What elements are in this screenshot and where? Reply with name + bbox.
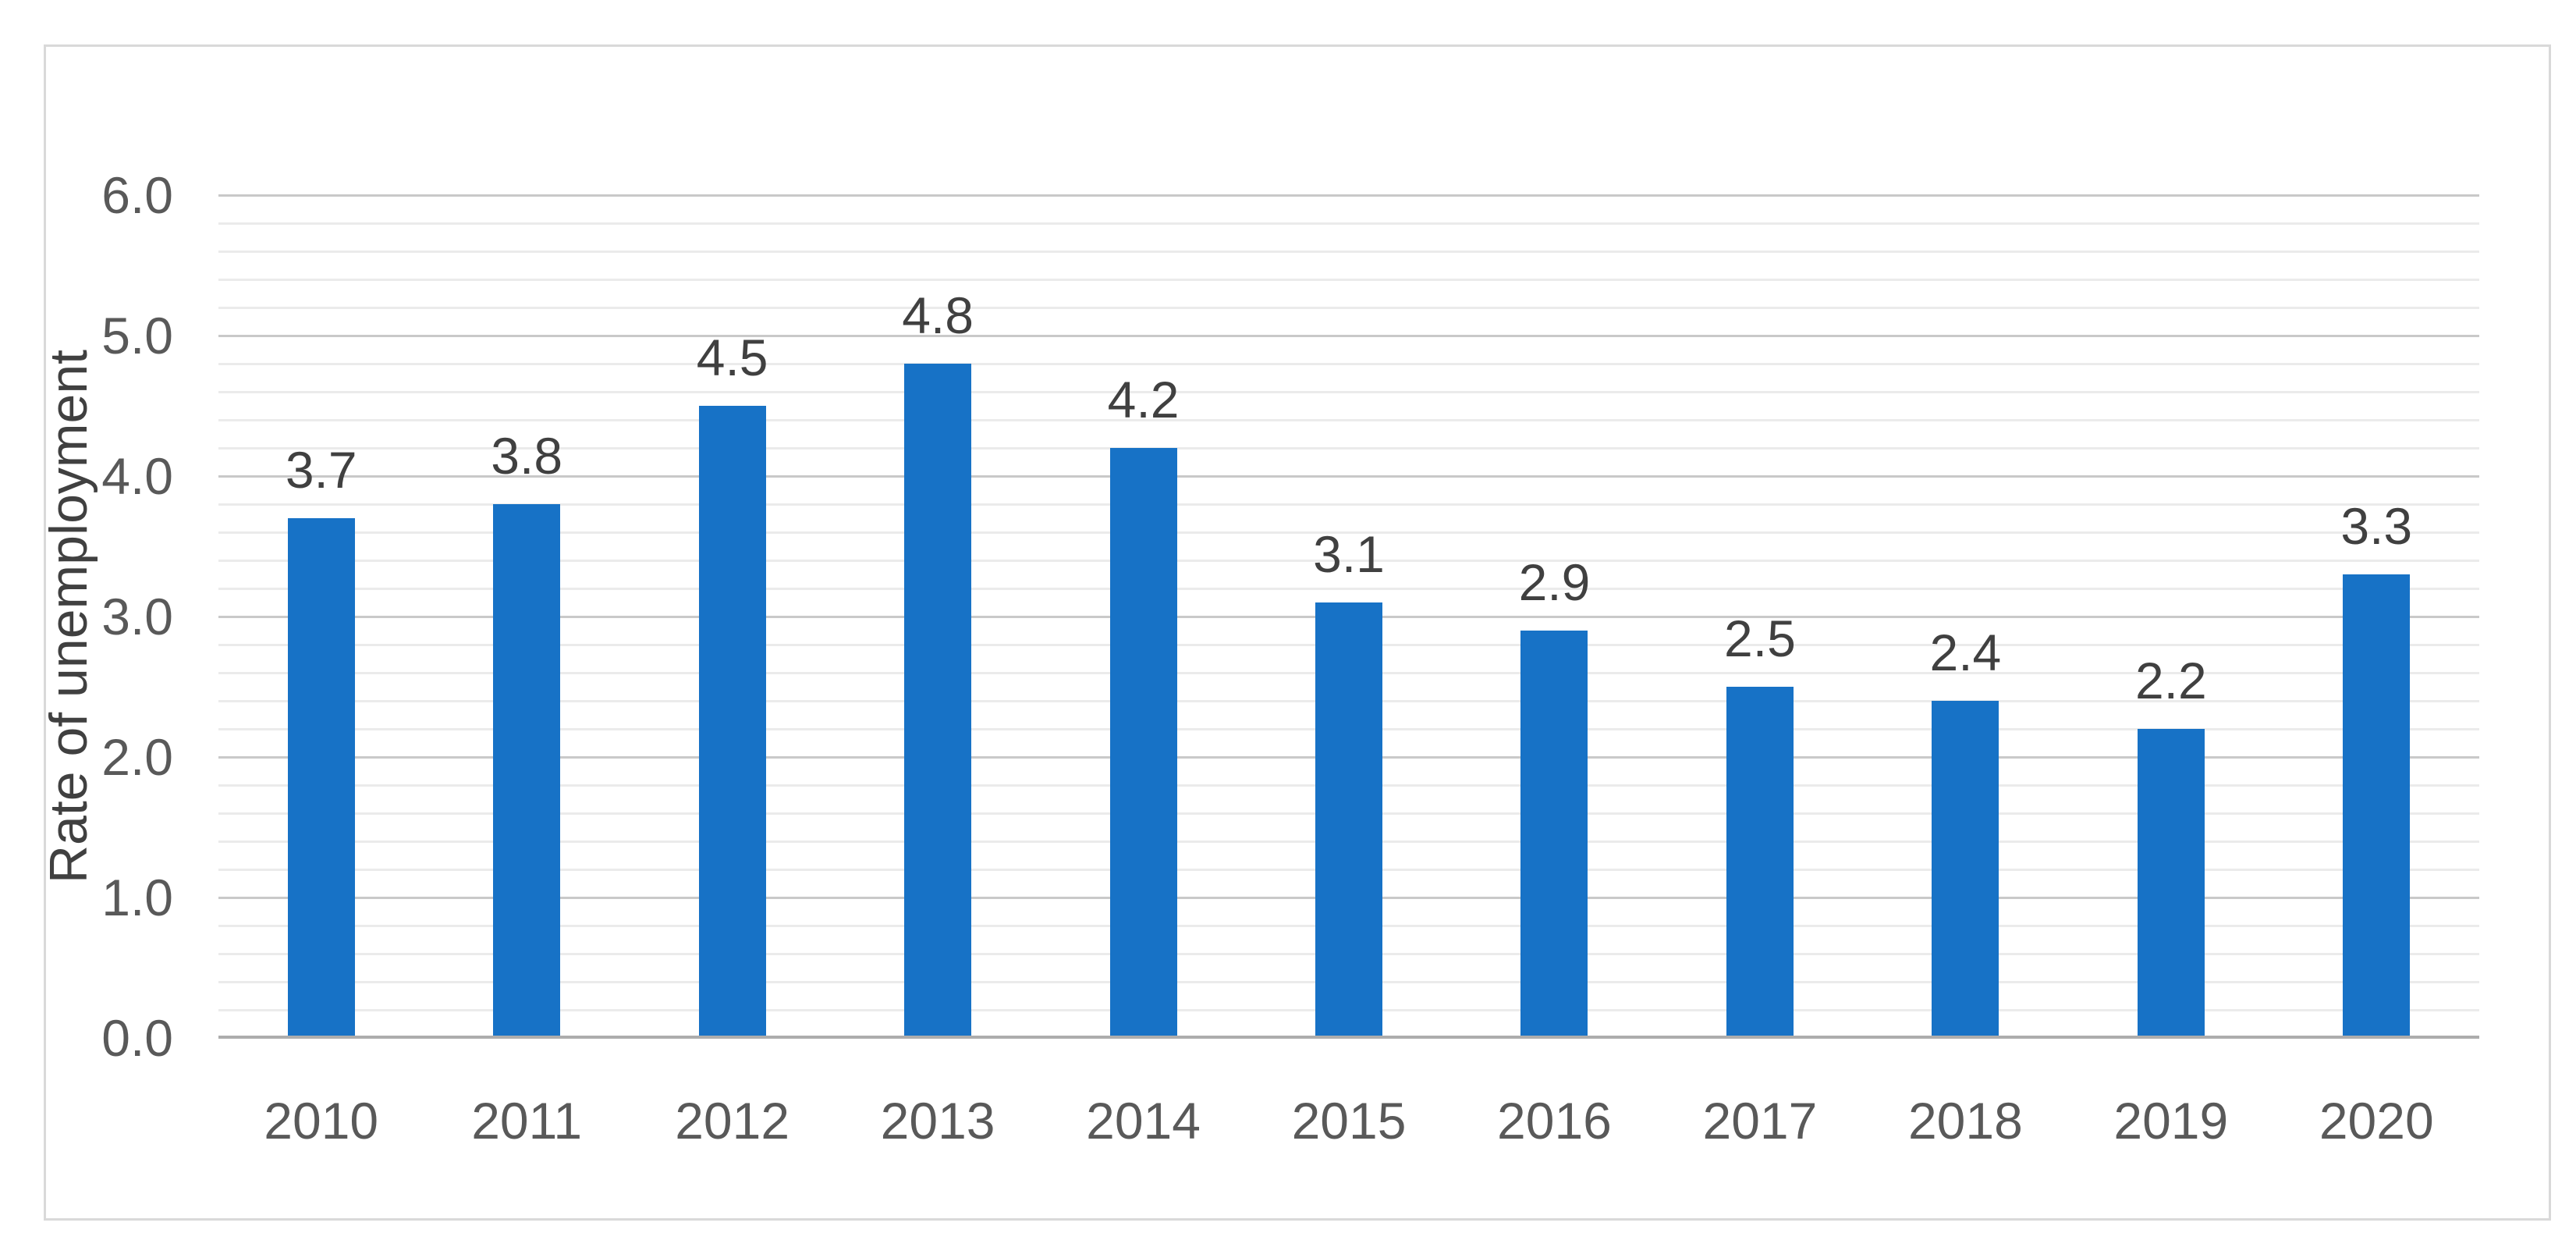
minor-gridline-4.2 <box>218 447 2479 450</box>
bar-2016 <box>1520 631 1588 1038</box>
bar-2012 <box>698 406 766 1038</box>
bar-value-label-2018: 2.4 <box>1929 624 2002 681</box>
major-gridline-6.0 <box>218 194 2479 197</box>
y-tick-label-0.0: 0.0 <box>101 1009 173 1067</box>
minor-gridline-3.8 <box>218 503 2479 506</box>
x-tick-label-2016: 2016 <box>1497 1092 1612 1150</box>
x-tick-label-2013: 2013 <box>880 1092 995 1150</box>
major-gridline-4.0 <box>218 475 2479 478</box>
x-tick-label-2015: 2015 <box>1291 1092 1407 1150</box>
x-tick-label-2010: 2010 <box>264 1092 379 1150</box>
x-tick-label-2019: 2019 <box>2113 1092 2229 1150</box>
y-axis-title-wrap: Rate of unemployment <box>37 195 100 1038</box>
bar-value-label-2015: 3.1 <box>1313 525 1385 583</box>
minor-gridline-3.2 <box>218 588 2479 590</box>
minor-gridline-5.8 <box>218 222 2479 225</box>
y-axis-title: Rate of unemployment <box>39 349 98 884</box>
y-tick-label-6.0: 6.0 <box>101 166 173 224</box>
minor-gridline-3.4 <box>218 560 2479 562</box>
minor-gridline-5.6 <box>218 251 2479 253</box>
bar-value-label-2012: 4.5 <box>696 329 768 386</box>
y-tick-label-3.0: 3.0 <box>101 588 173 645</box>
bar-2020 <box>2343 574 2411 1038</box>
x-tick-label-2020: 2020 <box>2319 1092 2434 1150</box>
bar-value-label-2016: 2.9 <box>1518 553 1591 611</box>
bar-2017 <box>1726 687 1794 1038</box>
bar-value-label-2020: 3.3 <box>2340 497 2413 555</box>
bar-value-label-2017: 2.5 <box>1724 610 1796 667</box>
x-tick-label-2014: 2014 <box>1086 1092 1201 1150</box>
x-tick-label-2018: 2018 <box>1907 1092 2023 1150</box>
x-tick-label-2011: 2011 <box>471 1092 583 1150</box>
minor-gridline-5.4 <box>218 279 2479 281</box>
bar-value-label-2010: 3.7 <box>285 441 357 499</box>
bar-value-label-2011: 3.8 <box>491 427 563 485</box>
minor-gridline-4.4 <box>218 419 2479 421</box>
bar-value-label-2013: 4.8 <box>902 286 974 344</box>
x-axis-line <box>218 1036 2479 1039</box>
minor-gridline-4.8 <box>218 363 2479 365</box>
y-tick-label-5.0: 5.0 <box>101 307 173 364</box>
plot-area: 3.7 3.8 4.5 4.8 4.2 3.1 2.9 2.5 2.4 2.2 3.3 <box>218 194 2479 1039</box>
x-tick-label-2017: 2017 <box>1702 1092 1818 1150</box>
minor-gridline-3.6 <box>218 531 2479 534</box>
bar-2013 <box>904 364 972 1038</box>
bar-2019 <box>2137 729 2205 1038</box>
minor-gridline-4.6 <box>218 391 2479 393</box>
y-tick-label-2.0: 2.0 <box>101 728 173 786</box>
y-tick-label-1.0: 1.0 <box>101 869 173 926</box>
bar-2011 <box>493 504 561 1038</box>
x-tick-label-2012: 2012 <box>675 1092 790 1150</box>
bar-value-label-2019: 2.2 <box>2134 652 2207 709</box>
bar-2010 <box>287 518 355 1038</box>
bar-2015 <box>1315 602 1382 1038</box>
minor-gridline-5.2 <box>218 307 2479 309</box>
y-tick-label-4.0: 4.0 <box>101 447 173 505</box>
major-gridline-5.0 <box>218 335 2479 337</box>
bar-2014 <box>1109 448 1177 1038</box>
bar-2018 <box>1932 701 1999 1038</box>
bar-value-label-2014: 4.2 <box>1107 371 1180 428</box>
chart-frame <box>44 44 2551 1221</box>
